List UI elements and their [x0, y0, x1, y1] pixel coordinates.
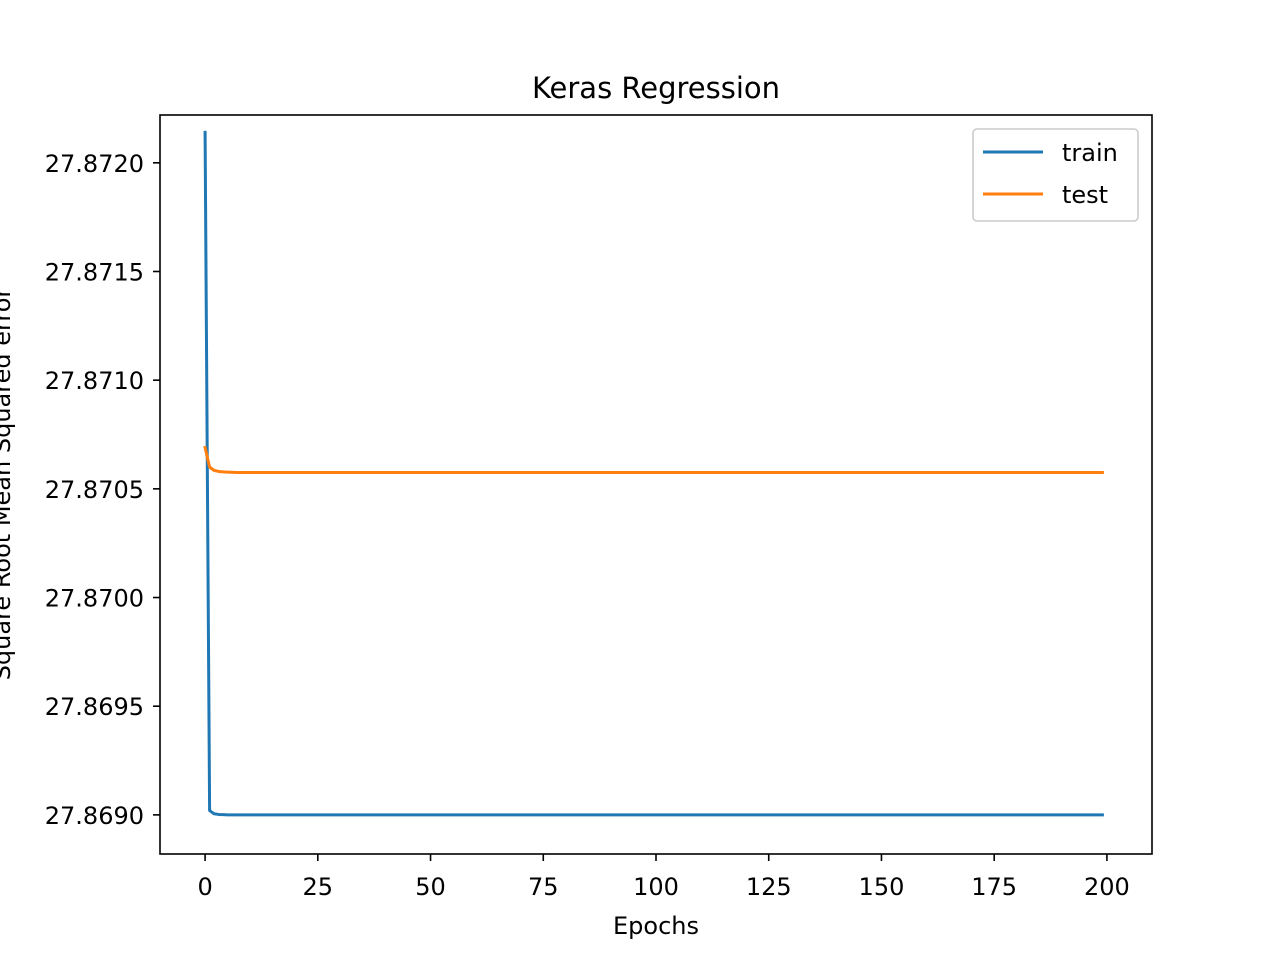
- x-axis-label: Epochs: [613, 912, 699, 940]
- y-tick-label: 27.8720: [45, 150, 144, 178]
- x-axis: 0 25 50 75 100 125 150 175 200: [197, 854, 1130, 901]
- legend: train test: [972, 128, 1139, 222]
- y-tick-label: 27.8715: [45, 258, 144, 286]
- y-tick-label: 27.8705: [45, 476, 144, 504]
- x-tick-label: 75: [528, 873, 559, 901]
- y-tick-label: 27.8695: [45, 693, 144, 721]
- x-tick-label: 25: [303, 873, 334, 901]
- y-axis: 27.8690 27.8695 27.8700 27.8705 27.8710 27.87…: [45, 150, 160, 830]
- series-line-test: [203, 445, 1104, 475]
- y-axis-label: Square Root Mean Squared error: [0, 288, 16, 681]
- x-tick-label: 150: [859, 873, 905, 901]
- legend-label-train: train: [1062, 139, 1118, 167]
- y-tick-label: 27.8710: [45, 367, 144, 395]
- series-layer: [203, 130, 1104, 817]
- x-tick-label: 0: [197, 873, 212, 901]
- x-tick-label: 50: [415, 873, 446, 901]
- series-line-train: [203, 130, 1104, 817]
- x-tick-label: 125: [746, 873, 792, 901]
- x-tick-label: 200: [1084, 873, 1130, 901]
- x-tick-label: 175: [971, 873, 1017, 901]
- legend-label-test: test: [1062, 181, 1108, 209]
- y-tick-label: 27.8690: [45, 802, 144, 830]
- chart-title: Keras Regression: [532, 71, 780, 105]
- x-tick-label: 100: [633, 873, 679, 901]
- y-tick-label: 27.8700: [45, 585, 144, 613]
